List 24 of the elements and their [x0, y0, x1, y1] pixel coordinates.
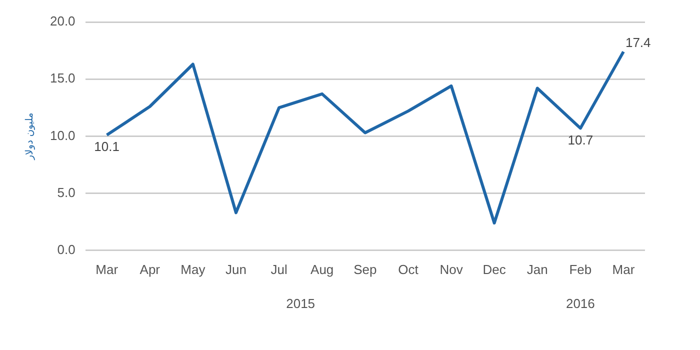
y-tick-label: 5.0 — [57, 184, 76, 200]
x-tick-label: Aug — [310, 262, 334, 277]
x-tick-label: May — [180, 262, 206, 277]
x-tick-label: Apr — [140, 262, 161, 277]
data-label: 17.4 — [625, 34, 651, 50]
x-tick-label: Jun — [226, 262, 246, 277]
y-axis-title: مليون دولار — [24, 112, 36, 161]
text: 2015 — [286, 296, 316, 312]
x-tick-label: Jul — [270, 262, 288, 277]
y-tick-label: 20.0 — [50, 14, 76, 29]
x-tick-label: Mar — [96, 262, 119, 277]
x-tick-label: Sep — [354, 262, 377, 277]
y-tick-label: 10.0 — [50, 128, 76, 143]
text: 2016 — [566, 296, 595, 312]
y-tick-label: 0.0 — [57, 242, 76, 257]
x-tick-label: Dec — [482, 262, 506, 277]
x-tick-label: Jan — [526, 262, 548, 277]
data-label: 10.1 — [94, 139, 120, 154]
x-tick-label: Mar — [612, 262, 636, 277]
x-tick-label: Feb — [569, 262, 592, 277]
data-label: 10.7 — [568, 132, 594, 148]
y-tick-label: 15.0 — [50, 70, 76, 86]
x-tick-label: Nov — [440, 262, 464, 277]
x-tick-label: Oct — [398, 262, 419, 277]
